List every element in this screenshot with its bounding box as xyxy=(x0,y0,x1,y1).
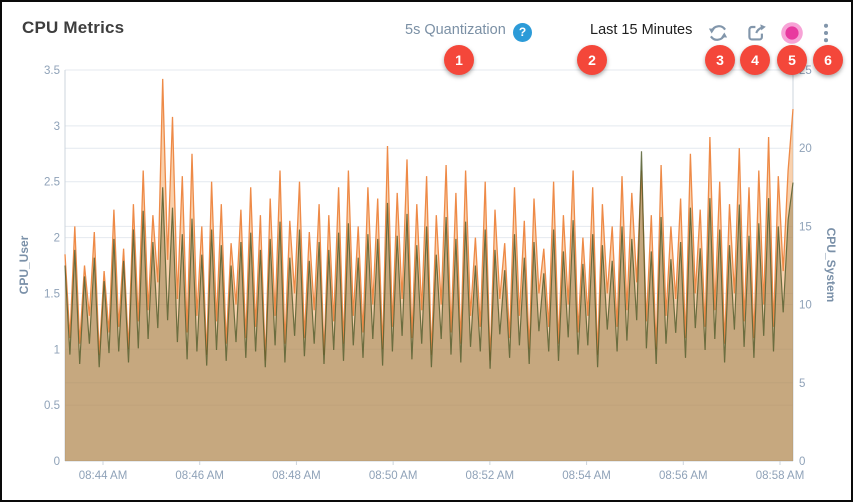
x-axis-tick-label: 08:46 AM xyxy=(175,470,224,482)
page-title: CPU Metrics xyxy=(22,18,125,37)
y-axis-tick-label-left: 1.5 xyxy=(44,288,60,300)
series-line-cpu_user xyxy=(64,78,794,361)
quantization-label: 5s Quantization xyxy=(405,22,506,38)
annotation-badge-2: 2 xyxy=(577,45,607,75)
right-axis-title: CPU_System xyxy=(824,228,838,303)
annotation-badge-3: 3 xyxy=(705,45,735,75)
x-axis-tick-label: 08:44 AM xyxy=(79,470,128,482)
y-axis-tick-label-right: 10 xyxy=(799,300,812,312)
y-axis-tick-label-right: 15 xyxy=(799,221,812,233)
x-axis-tick-label: 08:54 AM xyxy=(562,470,611,482)
y-axis-tick-label-left: 2 xyxy=(54,233,60,245)
x-axis-tick-label: 08:48 AM xyxy=(272,470,321,482)
annotation-badge-5: 5 xyxy=(777,45,807,75)
y-axis-tick-label-right: 20 xyxy=(799,143,812,155)
record-icon[interactable] xyxy=(780,21,804,45)
help-icon[interactable]: ? xyxy=(513,23,532,42)
x-axis-tick-label: 08:58 AM xyxy=(756,470,805,482)
x-axis-tick-label: 08:52 AM xyxy=(466,470,515,482)
y-axis-tick-label-right: 5 xyxy=(799,378,805,390)
annotation-badge-4: 4 xyxy=(740,45,770,75)
annotation-badge-1: 1 xyxy=(444,45,474,75)
y-axis-tick-label-left: 3 xyxy=(54,121,60,133)
time-range-selector[interactable]: Last 15 Minutes xyxy=(590,22,693,38)
annotation-badge-6: 6 xyxy=(813,45,843,75)
export-icon[interactable] xyxy=(744,21,768,45)
kebab-menu-icon[interactable] xyxy=(814,21,838,45)
y-axis-tick-label-left: 3.5 xyxy=(44,65,60,77)
y-axis-tick-label-right: 0 xyxy=(799,456,805,468)
x-axis-tick-label: 08:50 AM xyxy=(369,470,418,482)
y-axis-tick-label-left: 0 xyxy=(54,456,60,468)
series-line-cpu_system xyxy=(64,151,794,369)
y-axis-tick-label-left: 1 xyxy=(54,344,60,356)
y-axis-tick-label-left: 0.5 xyxy=(44,400,60,412)
left-axis-title: CPU_User xyxy=(17,235,31,294)
y-axis-tick-label-left: 2.5 xyxy=(44,177,60,189)
x-axis-tick-label: 08:56 AM xyxy=(659,470,708,482)
refresh-icon[interactable] xyxy=(706,21,730,45)
